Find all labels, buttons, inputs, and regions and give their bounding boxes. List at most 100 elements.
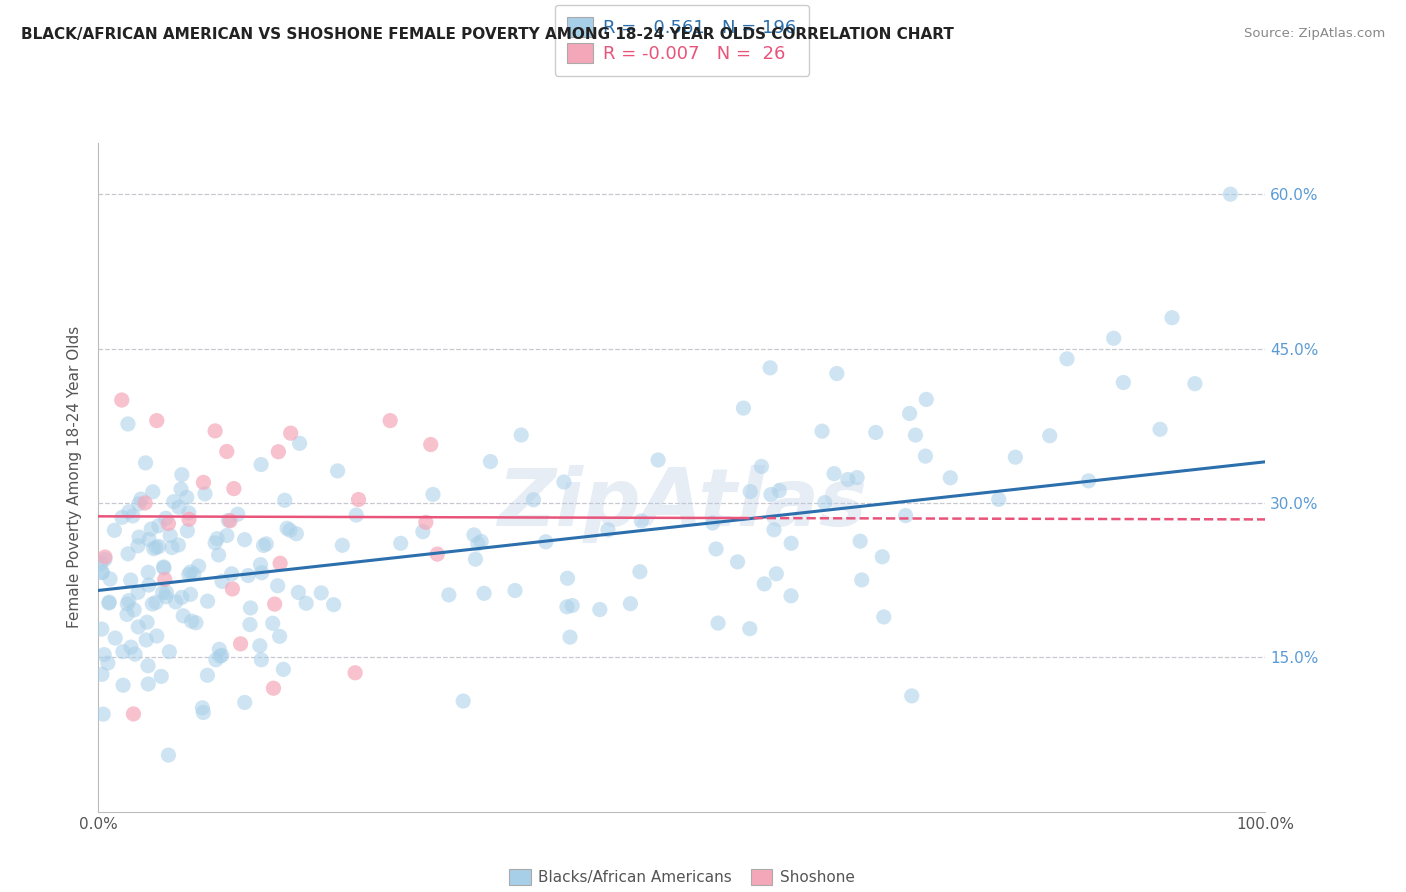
Point [849,534,872,549]
Point [122,706,145,721]
Point [91,566,114,580]
Point [378,414,402,428]
Point [738,622,761,636]
Point [780,589,803,603]
Point [322,598,344,612]
Point [851,573,873,587]
Point [344,665,367,680]
Point [704,541,727,556]
Point [239,617,262,632]
Point [167,538,190,552]
Point [90,622,112,636]
Point [177,567,200,582]
Point [194,487,217,501]
Point [426,547,449,561]
Text: BLACK/AFRICAN AMERICAN VS SHOSHONE FEMALE POVERTY AMONG 18-24 YEAR OLDS CORRELAT: BLACK/AFRICAN AMERICAN VS SHOSHONE FEMAL… [21,27,953,42]
Point [179,587,201,601]
Point [309,586,332,600]
Point [148,540,170,554]
Point [91,667,114,681]
Point [619,597,641,611]
Point [463,528,485,542]
Point [142,541,165,556]
Point [823,467,845,481]
Point [197,594,219,608]
Point [127,585,149,599]
Point [152,585,174,599]
Point [266,579,288,593]
Point [142,484,165,499]
Point [470,534,492,549]
Point [170,591,193,605]
Point [740,484,762,499]
Point [557,571,579,585]
Point [127,620,149,634]
Point [727,555,749,569]
Point [98,572,121,586]
Point [229,637,252,651]
Point [128,497,150,511]
Point [412,524,434,539]
Point [136,677,159,691]
Point [120,640,142,654]
Point [150,669,173,683]
Point [295,596,318,610]
Point [534,534,557,549]
Point [344,508,367,522]
Point [115,607,138,622]
Point [138,578,160,592]
Point [193,706,215,720]
Point [94,552,117,566]
Point [204,536,226,550]
Y-axis label: Female Poverty Among 18-24 Year Olds: Female Poverty Among 18-24 Year Olds [67,326,83,628]
Point [269,556,291,570]
Point [172,608,194,623]
Point [146,414,169,428]
Point [180,565,202,579]
Point [155,585,177,599]
Point [846,470,869,484]
Point [285,526,308,541]
Point [939,471,962,485]
Point [117,417,139,431]
Point [250,566,273,580]
Point [205,653,228,667]
Point [467,537,489,551]
Point [273,662,295,676]
Point [111,510,134,524]
Point [111,392,134,407]
Point [553,475,575,489]
Point [522,492,544,507]
Point [136,658,159,673]
Point [127,539,149,553]
Point [1161,310,1184,325]
Point [177,506,200,520]
Point [91,707,114,722]
Point [558,630,581,644]
Point [160,541,183,555]
Point [176,524,198,538]
Point [112,678,135,692]
Point [176,491,198,505]
Point [254,537,277,551]
Point [472,586,495,600]
Point [138,533,160,547]
Point [250,653,273,667]
Point [135,632,157,647]
Point [415,516,437,530]
Point [287,585,309,599]
Point [219,514,242,528]
Point [865,425,887,440]
Point [249,639,271,653]
Point [269,629,291,643]
Point [596,523,619,537]
Point [825,367,848,381]
Text: ZipAtlas: ZipAtlas [496,465,868,543]
Point [191,700,214,714]
Point [90,557,112,571]
Point [451,694,474,708]
Point [437,588,460,602]
Point [1184,376,1206,391]
Point [914,449,936,463]
Point [630,514,652,528]
